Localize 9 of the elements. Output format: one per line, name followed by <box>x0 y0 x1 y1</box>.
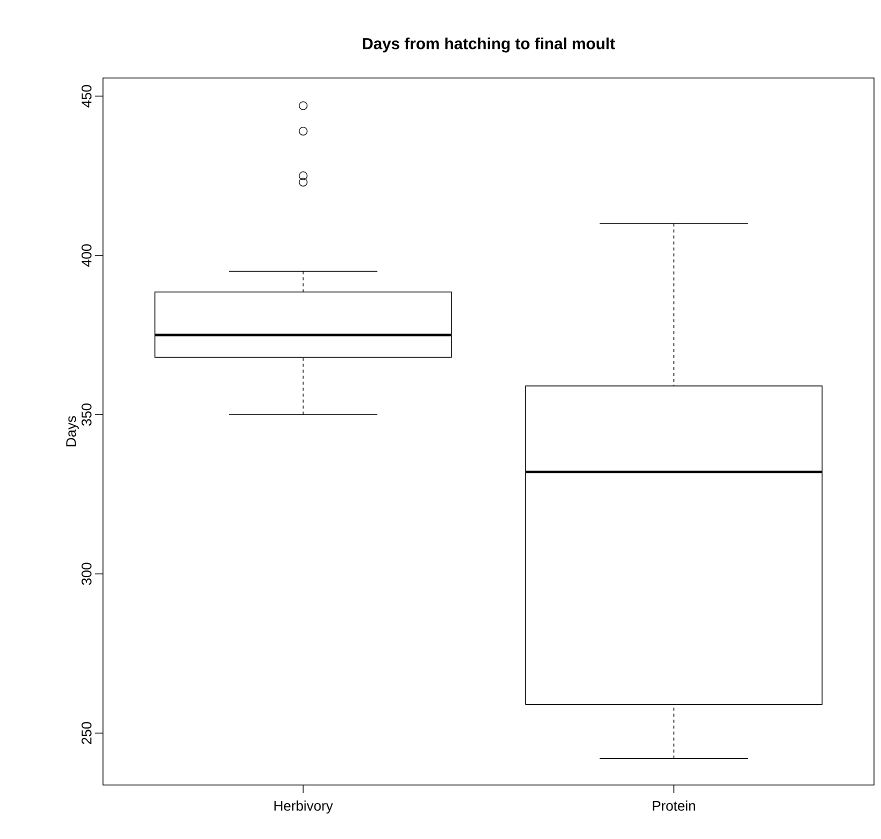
y-tick-label: 250 <box>82 722 92 744</box>
y-tick-label: 400 <box>82 244 92 267</box>
y-axis-title: Days <box>66 416 79 446</box>
x-tick-label: Protein <box>652 800 696 811</box>
chart-title: Days from hatching to final moult <box>362 38 615 52</box>
y-tick-label: 450 <box>82 85 92 108</box>
y-tick-label: 350 <box>82 404 92 426</box>
y-tick-label: 300 <box>82 562 92 585</box>
x-tick-label: Herbivory <box>274 800 333 814</box>
